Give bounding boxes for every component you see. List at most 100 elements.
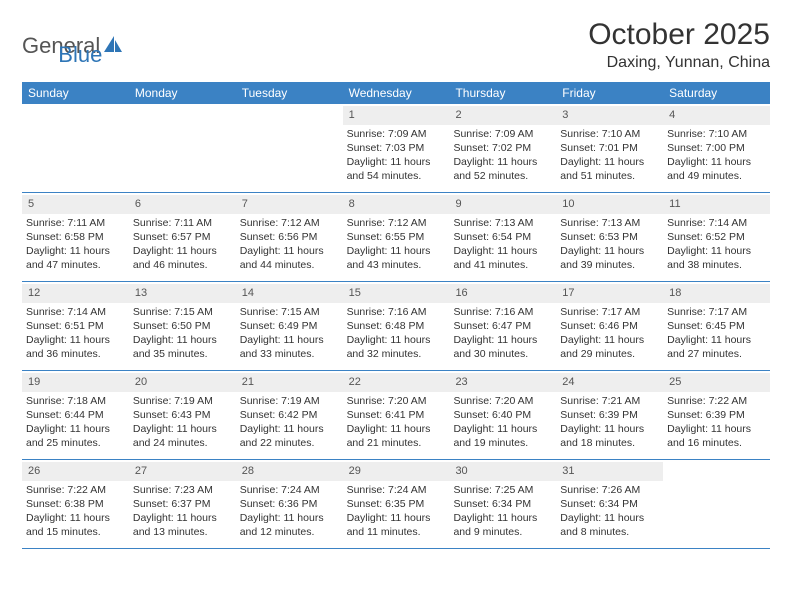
sunrise-text: Sunrise: 7:09 AM (347, 127, 446, 141)
day-cell: 21Sunrise: 7:19 AMSunset: 6:42 PMDayligh… (236, 371, 343, 459)
day-cell: 12Sunrise: 7:14 AMSunset: 6:51 PMDayligh… (22, 282, 129, 370)
daylight-text: Daylight: 11 hours and 33 minutes. (240, 333, 339, 361)
daylight-text: Daylight: 11 hours and 13 minutes. (133, 511, 232, 539)
sunset-text: Sunset: 7:01 PM (560, 141, 659, 155)
day-number: 23 (449, 373, 556, 392)
day-number (663, 462, 770, 481)
daylight-text: Daylight: 11 hours and 46 minutes. (133, 244, 232, 272)
daylight-text: Daylight: 11 hours and 43 minutes. (347, 244, 446, 272)
sunset-text: Sunset: 7:00 PM (667, 141, 766, 155)
day-number: 13 (129, 284, 236, 303)
sunset-text: Sunset: 6:39 PM (560, 408, 659, 422)
sunrise-text: Sunrise: 7:19 AM (240, 394, 339, 408)
day-number: 2 (449, 106, 556, 125)
weekday-header: Friday (556, 82, 663, 104)
day-number: 18 (663, 284, 770, 303)
sunset-text: Sunset: 6:40 PM (453, 408, 552, 422)
sunset-text: Sunset: 6:44 PM (26, 408, 125, 422)
day-number: 16 (449, 284, 556, 303)
day-cell: 19Sunrise: 7:18 AMSunset: 6:44 PMDayligh… (22, 371, 129, 459)
day-cell: 3 Sunrise: 7:10 AMSunset: 7:01 PMDaylight… (556, 104, 663, 192)
sunset-text: Sunset: 6:42 PM (240, 408, 339, 422)
day-cell: 26Sunrise: 7:22 AMSunset: 6:38 PMDayligh… (22, 460, 129, 548)
calendar-page: General Blue October 2025 Daxing, Yunnan… (0, 0, 792, 567)
sunset-text: Sunset: 6:34 PM (453, 497, 552, 511)
sunrise-text: Sunrise: 7:22 AM (667, 394, 766, 408)
sunrise-text: Sunrise: 7:16 AM (347, 305, 446, 319)
sunrise-text: Sunrise: 7:21 AM (560, 394, 659, 408)
day-number: 22 (343, 373, 450, 392)
daylight-text: Daylight: 11 hours and 38 minutes. (667, 244, 766, 272)
sunrise-text: Sunrise: 7:20 AM (453, 394, 552, 408)
sunrise-text: Sunrise: 7:10 AM (560, 127, 659, 141)
sunrise-text: Sunrise: 7:12 AM (240, 216, 339, 230)
sunrise-text: Sunrise: 7:10 AM (667, 127, 766, 141)
day-cell: 10Sunrise: 7:13 AMSunset: 6:53 PMDayligh… (556, 193, 663, 281)
day-number: 12 (22, 284, 129, 303)
day-cell: 28Sunrise: 7:24 AMSunset: 6:36 PMDayligh… (236, 460, 343, 548)
daylight-text: Daylight: 11 hours and 52 minutes. (453, 155, 552, 183)
day-cell: 6Sunrise: 7:11 AMSunset: 6:57 PMDaylight… (129, 193, 236, 281)
day-number: 4 (663, 106, 770, 125)
weekday-header: Monday (129, 82, 236, 104)
sunrise-text: Sunrise: 7:17 AM (667, 305, 766, 319)
sunrise-text: Sunrise: 7:20 AM (347, 394, 446, 408)
week-row: 12Sunrise: 7:14 AMSunset: 6:51 PMDayligh… (22, 282, 770, 371)
sunset-text: Sunset: 6:51 PM (26, 319, 125, 333)
daylight-text: Daylight: 11 hours and 19 minutes. (453, 422, 552, 450)
day-number: 3 (556, 106, 663, 125)
daylight-text: Daylight: 11 hours and 54 minutes. (347, 155, 446, 183)
daylight-text: Daylight: 11 hours and 32 minutes. (347, 333, 446, 361)
daylight-text: Daylight: 11 hours and 49 minutes. (667, 155, 766, 183)
weekday-header: Wednesday (343, 82, 450, 104)
day-cell: 7 Sunrise: 7:12 AMSunset: 6:56 PMDaylight… (236, 193, 343, 281)
weeks-container: 1Sunrise: 7:09 AMSunset: 7:03 PMDaylight… (22, 104, 770, 549)
sunset-text: Sunset: 7:03 PM (347, 141, 446, 155)
day-cell: 4 Sunrise: 7:10 AMSunset: 7:00 PMDaylight… (663, 104, 770, 192)
day-cell: 20Sunrise: 7:19 AMSunset: 6:43 PMDayligh… (129, 371, 236, 459)
daylight-text: Daylight: 11 hours and 41 minutes. (453, 244, 552, 272)
daylight-text: Daylight: 11 hours and 21 minutes. (347, 422, 446, 450)
day-cell: 27Sunrise: 7:23 AMSunset: 6:37 PMDayligh… (129, 460, 236, 548)
daylight-text: Daylight: 11 hours and 9 minutes. (453, 511, 552, 539)
sunrise-text: Sunrise: 7:14 AM (667, 216, 766, 230)
day-number: 5 (22, 195, 129, 214)
day-number: 10 (556, 195, 663, 214)
sunrise-text: Sunrise: 7:25 AM (453, 483, 552, 497)
daylight-text: Daylight: 11 hours and 18 minutes. (560, 422, 659, 450)
sunrise-text: Sunrise: 7:24 AM (347, 483, 446, 497)
daylight-text: Daylight: 11 hours and 44 minutes. (240, 244, 339, 272)
week-row: 1Sunrise: 7:09 AMSunset: 7:03 PMDaylight… (22, 104, 770, 193)
month-title: October 2025 (588, 18, 770, 52)
day-number: 19 (22, 373, 129, 392)
day-number: 7 (236, 195, 343, 214)
day-number: 17 (556, 284, 663, 303)
sunrise-text: Sunrise: 7:12 AM (347, 216, 446, 230)
day-number: 29 (343, 462, 450, 481)
week-row: 19Sunrise: 7:18 AMSunset: 6:44 PMDayligh… (22, 371, 770, 460)
weekday-header: Tuesday (236, 82, 343, 104)
daylight-text: Daylight: 11 hours and 30 minutes. (453, 333, 552, 361)
sunset-text: Sunset: 6:48 PM (347, 319, 446, 333)
location: Daxing, Yunnan, China (588, 54, 770, 72)
day-cell: 24Sunrise: 7:21 AMSunset: 6:39 PMDayligh… (556, 371, 663, 459)
sunrise-text: Sunrise: 7:22 AM (26, 483, 125, 497)
title-block: October 2025 Daxing, Yunnan, China (588, 18, 770, 72)
day-number: 8 (343, 195, 450, 214)
day-cell (236, 104, 343, 192)
sunrise-text: Sunrise: 7:13 AM (560, 216, 659, 230)
day-number: 21 (236, 373, 343, 392)
brand-name-part2: Blue (58, 42, 102, 67)
sunrise-text: Sunrise: 7:11 AM (26, 216, 125, 230)
daylight-text: Daylight: 11 hours and 51 minutes. (560, 155, 659, 183)
daylight-text: Daylight: 11 hours and 16 minutes. (667, 422, 766, 450)
day-cell: 23 Sunrise: 7:20 AMSunset: 6:40 PMDayligh… (449, 371, 556, 459)
day-cell (663, 460, 770, 548)
sunset-text: Sunset: 6:56 PM (240, 230, 339, 244)
day-number: 6 (129, 195, 236, 214)
weekday-header: Sunday (22, 82, 129, 104)
calendar-grid: SundayMondayTuesdayWednesdayThursdayFrid… (22, 82, 770, 549)
day-number: 14 (236, 284, 343, 303)
day-cell: 13Sunrise: 7:15 AMSunset: 6:50 PMDayligh… (129, 282, 236, 370)
day-cell: 14Sunrise: 7:15 AMSunset: 6:49 PMDayligh… (236, 282, 343, 370)
